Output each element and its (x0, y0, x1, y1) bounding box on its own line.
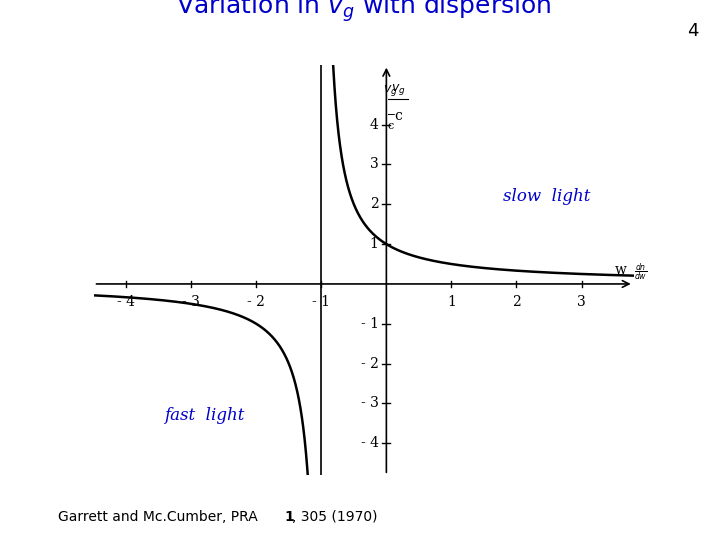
Text: ─
c: ─ c (387, 98, 394, 131)
Text: c: c (394, 109, 402, 123)
Text: Variation in $v_g$ with dispersion: Variation in $v_g$ with dispersion (176, 0, 552, 24)
Text: 1: 1 (447, 295, 456, 309)
Text: 2: 2 (370, 197, 379, 211)
Text: slow  light: slow light (503, 188, 591, 205)
Text: - 1: - 1 (312, 295, 330, 309)
Text: - 4: - 4 (361, 436, 379, 450)
Text: - 1: - 1 (361, 317, 379, 331)
Text: 2: 2 (512, 295, 521, 309)
Text: , 305 (1970): , 305 (1970) (292, 510, 377, 524)
Text: 1: 1 (369, 237, 379, 251)
Text: Garrett and Mc.Cumber, PRA: Garrett and Mc.Cumber, PRA (58, 510, 262, 524)
Text: $\frac{dn}{dw}$: $\frac{dn}{dw}$ (634, 261, 647, 283)
Text: - 2: - 2 (247, 295, 265, 309)
Text: - 2: - 2 (361, 356, 379, 370)
Text: w: w (614, 263, 626, 277)
Text: $v_g$: $v_g$ (391, 82, 405, 97)
Text: 3: 3 (577, 295, 586, 309)
Text: 4: 4 (687, 22, 698, 39)
Text: 4: 4 (369, 118, 379, 132)
Text: fast  light: fast light (164, 407, 244, 424)
Text: - 3: - 3 (361, 396, 379, 410)
Text: $v_g$: $v_g$ (383, 83, 397, 98)
Text: - 3: - 3 (182, 295, 200, 309)
Text: 1: 1 (284, 510, 294, 524)
Text: 3: 3 (370, 158, 379, 171)
Text: - 4: - 4 (117, 295, 135, 309)
